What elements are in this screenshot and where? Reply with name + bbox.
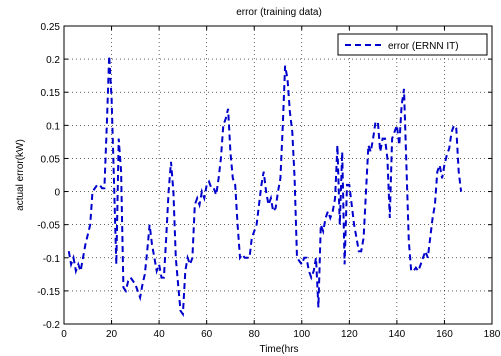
x-tick-label: 180	[484, 329, 501, 340]
y-tick-label: -0.05	[37, 221, 60, 232]
x-tick-label: 60	[201, 329, 213, 340]
axis-ticks	[63, 25, 493, 325]
x-axis-label: Time(hrs	[259, 344, 298, 355]
x-tick-label: 80	[249, 329, 261, 340]
y-tick-label: -0.15	[37, 287, 60, 298]
x-tick-label: 0	[61, 329, 67, 340]
y-axis-label: actual error(kW)	[15, 139, 26, 211]
legend-label: error (ERNN IT)	[388, 41, 459, 52]
y-tick-label: 0.25	[41, 22, 61, 33]
x-tick-label: 40	[154, 329, 166, 340]
x-tick-label: 100	[293, 329, 310, 340]
y-tick-label: 0.2	[46, 55, 60, 66]
y-tick-label: 0.15	[41, 88, 61, 99]
x-tick-label: 160	[436, 329, 453, 340]
legend: error (ERNN IT)	[337, 33, 488, 56]
y-tick-label: -0.2	[43, 320, 61, 331]
y-tick-label: 0	[54, 188, 60, 199]
plot-area	[63, 25, 493, 325]
x-tick-labels: 0 20 40 60 80 100 120 140 160 180	[61, 329, 501, 340]
x-tick-label: 140	[389, 329, 406, 340]
legend-box	[337, 33, 488, 56]
series-line-error-ernn-it	[67, 55, 463, 317]
x-tick-label: 20	[106, 329, 118, 340]
y-tick-label: 0.1	[46, 121, 60, 132]
chart-title: error (training data)	[236, 7, 322, 18]
y-tick-label: 0.05	[41, 154, 61, 165]
x-tick-label: 120	[341, 329, 358, 340]
y-tick-label: -0.1	[43, 254, 61, 265]
grid	[64, 26, 492, 324]
y-tick-labels: -0.2 -0.15 -0.1 -0.05 0 0.05 0.1 0.15 0.2 0.25	[37, 22, 60, 331]
